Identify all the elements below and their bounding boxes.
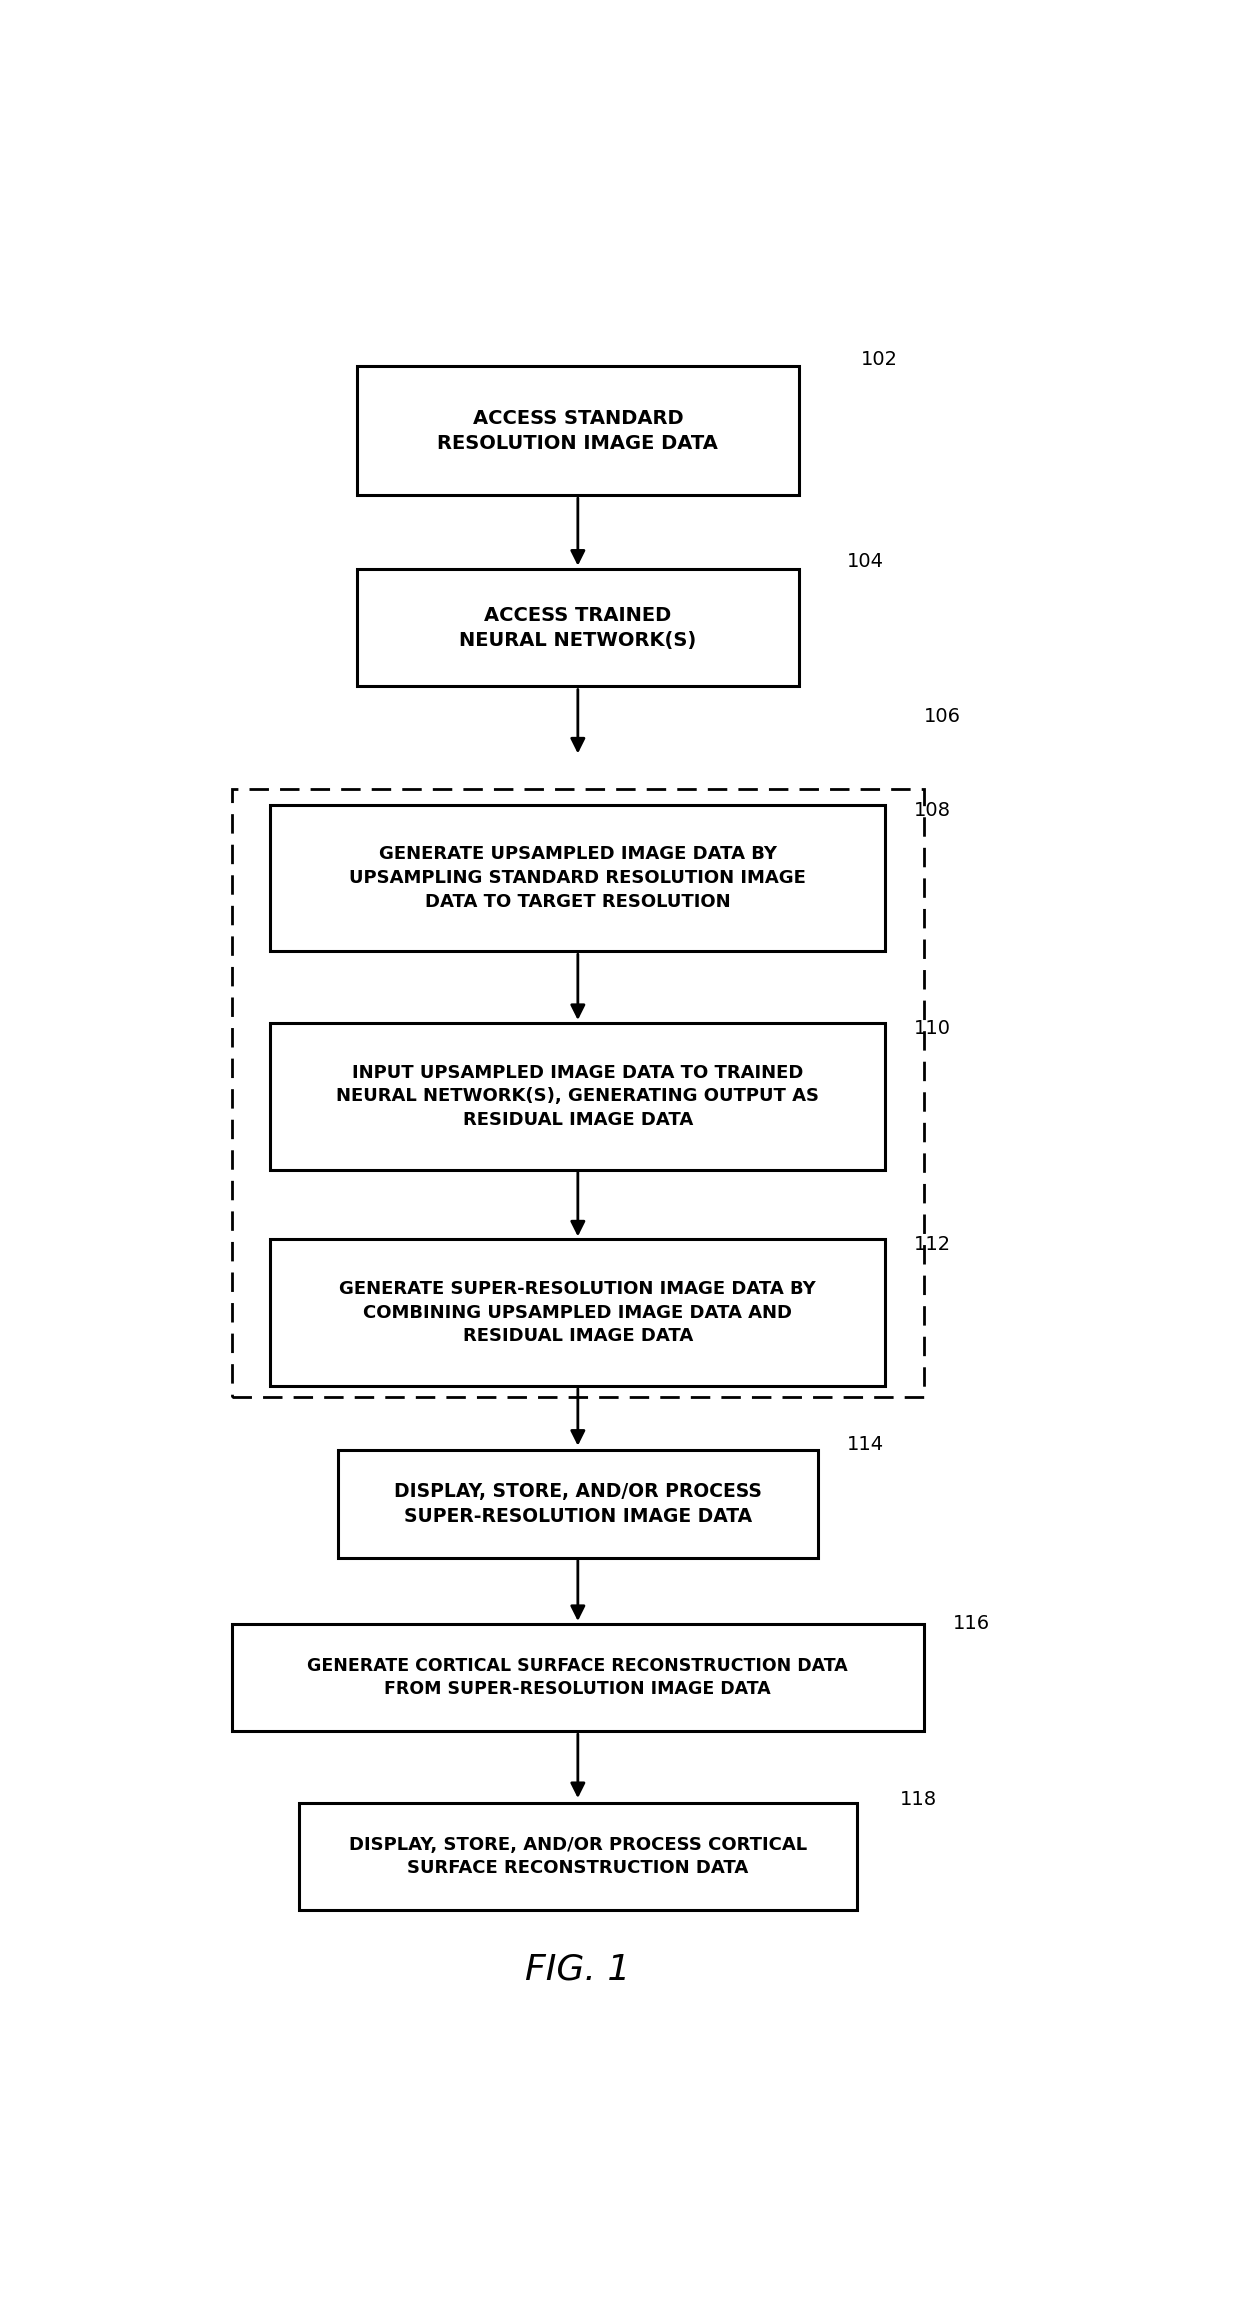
FancyBboxPatch shape [299, 1803, 857, 1910]
Text: 102: 102 [862, 351, 898, 369]
FancyBboxPatch shape [357, 367, 799, 495]
Text: 118: 118 [900, 1789, 937, 1810]
Text: 114: 114 [847, 1436, 884, 1454]
Text: 112: 112 [914, 1236, 951, 1254]
Text: 108: 108 [914, 801, 951, 820]
Text: 110: 110 [914, 1020, 951, 1038]
Text: 106: 106 [924, 709, 961, 727]
FancyBboxPatch shape [357, 569, 799, 685]
Text: DISPLAY, STORE, AND/OR PROCESS CORTICAL
SURFACE RECONSTRUCTION DATA: DISPLAY, STORE, AND/OR PROCESS CORTICAL … [348, 1835, 807, 1877]
Text: GENERATE SUPER-RESOLUTION IMAGE DATA BY
COMBINING UPSAMPLED IMAGE DATA AND
RESID: GENERATE SUPER-RESOLUTION IMAGE DATA BY … [340, 1280, 816, 1345]
Text: ACCESS TRAINED
NEURAL NETWORK(S): ACCESS TRAINED NEURAL NETWORK(S) [459, 606, 697, 650]
FancyBboxPatch shape [232, 1624, 924, 1731]
Text: FIG. 1: FIG. 1 [526, 1951, 630, 1986]
Text: GENERATE UPSAMPLED IMAGE DATA BY
UPSAMPLING STANDARD RESOLUTION IMAGE
DATA TO TA: GENERATE UPSAMPLED IMAGE DATA BY UPSAMPL… [350, 846, 806, 911]
Text: DISPLAY, STORE, AND/OR PROCESS
SUPER-RESOLUTION IMAGE DATA: DISPLAY, STORE, AND/OR PROCESS SUPER-RES… [394, 1482, 761, 1526]
FancyBboxPatch shape [337, 1450, 818, 1559]
Text: 104: 104 [847, 553, 884, 571]
Text: ACCESS STANDARD
RESOLUTION IMAGE DATA: ACCESS STANDARD RESOLUTION IMAGE DATA [438, 409, 718, 453]
Text: INPUT UPSAMPLED IMAGE DATA TO TRAINED
NEURAL NETWORK(S), GENERATING OUTPUT AS
RE: INPUT UPSAMPLED IMAGE DATA TO TRAINED NE… [336, 1064, 820, 1129]
Text: GENERATE CORTICAL SURFACE RECONSTRUCTION DATA
FROM SUPER-RESOLUTION IMAGE DATA: GENERATE CORTICAL SURFACE RECONSTRUCTION… [308, 1656, 848, 1698]
FancyBboxPatch shape [270, 1238, 885, 1387]
Text: 116: 116 [952, 1614, 990, 1633]
FancyBboxPatch shape [270, 1022, 885, 1168]
FancyBboxPatch shape [270, 804, 885, 952]
